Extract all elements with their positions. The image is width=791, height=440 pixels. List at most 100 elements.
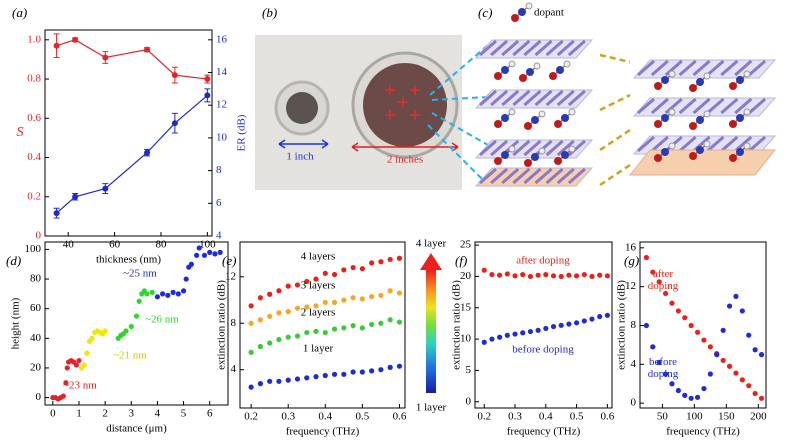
data-point [170,289,176,295]
data-point [84,350,90,356]
atom [508,60,516,68]
data-point [481,339,487,345]
series-label: after doping [516,255,570,267]
atom [538,147,546,155]
data-point [758,395,765,401]
x-tick-label: 0.5 [570,411,584,423]
data-point [396,363,403,369]
data-point [180,288,187,294]
data-point [550,323,557,330]
data-point [304,329,310,336]
photo-label: 2 inches [387,154,423,166]
data-point [331,271,338,278]
stripe [501,89,520,107]
atom [533,62,541,70]
atom [563,60,571,68]
data-point [520,271,526,278]
stripe [523,167,542,185]
stripe [678,97,697,115]
stripe [490,39,509,57]
data-point [76,357,82,364]
atom [696,146,704,154]
stripe [545,89,564,107]
atom [743,142,751,150]
atom [519,74,527,82]
data-point [196,245,202,251]
x-tick-label: 0.5 [355,411,369,423]
atom [549,72,557,80]
photo [255,35,489,190]
data-point [396,255,403,261]
stripe [501,167,520,185]
data-point [682,392,688,398]
y2-tick-label: 12 [216,99,227,111]
data-point [171,72,178,79]
data-point [201,252,208,258]
data-point [597,272,603,278]
y2-tick-label: 6 [216,197,222,209]
series-line [56,39,208,80]
stripe [556,89,575,107]
stripe [664,59,683,77]
data-point [650,344,656,350]
panel-label: (b) [262,5,277,20]
data-point [359,325,365,331]
dopant-molecule [549,60,571,80]
stripe [706,135,725,153]
x-axis-label: frequency (THz) [666,426,740,438]
data-point [73,362,79,368]
layer [474,89,594,109]
data-point [160,291,166,297]
atom [668,70,676,78]
dopant-molecule [524,110,546,130]
data-point [194,252,200,258]
x-tick-label: 50 [657,411,669,423]
dopant-molecule [554,108,576,128]
y2-tick-label: 4 [216,230,222,242]
stripe [479,167,497,185]
series-line [56,94,208,214]
x-tick-label: 200 [750,411,767,423]
data-point [322,372,328,379]
dopant-molecule [689,140,711,160]
y-tick-label: 8 [631,319,637,331]
data-point [53,210,60,217]
stripe [567,39,586,57]
data-point [497,334,503,340]
atom [561,114,569,122]
data-point [726,363,733,369]
data-point [396,319,403,325]
y-tick-label: 4 [231,363,237,375]
atom [654,120,662,128]
data-point [746,332,752,338]
x-tick-label: 80 [155,239,167,251]
x-tick-label: 0.2 [477,411,491,423]
series-label: after doping [648,268,679,292]
stripe [523,139,542,157]
data-point [136,298,142,304]
data-point [733,293,739,299]
y-tick-label: 8 [231,317,237,329]
y-tick-label: 40 [30,332,42,344]
y2-tick-label: 10 [216,131,228,143]
data-point [331,326,338,332]
dopant-molecule [519,62,541,82]
atom [703,140,711,148]
stripe [534,89,553,107]
panel-label: (a) [12,5,27,20]
dopant-molecule [494,108,516,128]
data-point [212,251,218,257]
dopant-molecule [494,145,516,165]
stripe [567,139,586,157]
atom [654,82,662,90]
series-label: 3 layers [301,280,336,292]
data-point [102,185,109,192]
data-point [604,273,610,279]
stripe [479,89,497,107]
y-axis-label: S [17,125,24,140]
data-point [581,271,587,278]
data-point [688,322,694,329]
x-tick-label: 1 [76,408,82,420]
atom [729,82,737,90]
data-point [387,364,393,370]
